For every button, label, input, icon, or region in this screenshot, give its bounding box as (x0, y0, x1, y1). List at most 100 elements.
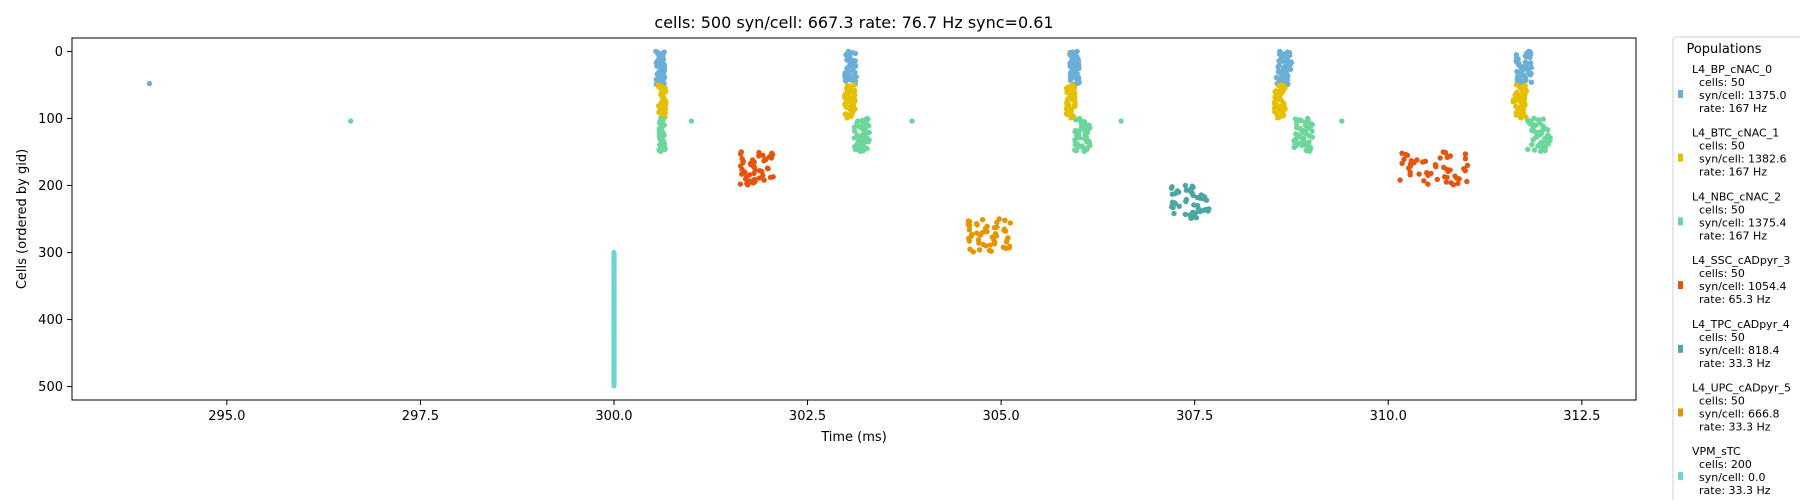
spike-point (1309, 128, 1315, 134)
spike-point (348, 118, 354, 124)
x-tick-label: 310.0 (1370, 409, 1407, 424)
y-axis: 0 100 200 300 400 500 (38, 45, 72, 395)
spike-point (737, 181, 744, 187)
spike-point (1525, 146, 1531, 152)
y-tick-label: 500 (38, 380, 63, 395)
spike-point (993, 233, 1000, 239)
spike-point (765, 166, 771, 172)
spike-point (1205, 208, 1211, 214)
spike-point (970, 249, 976, 255)
spike-point (1183, 198, 1189, 205)
legend-item-L4_NBC_cNAC_2: L4_NBC_cNAC_2 cells: 50 syn/cell: 1375.4… (1678, 190, 1787, 242)
legend-frame (1672, 36, 1800, 504)
spike-point (1176, 203, 1182, 209)
x-tick-label: 302.5 (789, 409, 826, 424)
legend-swatch (1678, 153, 1683, 162)
legend-swatch (1678, 408, 1683, 417)
spike-point (865, 139, 872, 145)
spike-point (991, 225, 998, 231)
spike-point (742, 176, 749, 182)
spike-point (1183, 187, 1190, 193)
spike-point (1531, 147, 1538, 153)
legend-swatch (1678, 281, 1683, 290)
spike-point (1419, 159, 1426, 165)
spike-point (1542, 147, 1549, 154)
x-tick-label: 307.5 (1176, 409, 1213, 424)
spike-point (745, 182, 751, 188)
spike-point (1529, 141, 1535, 148)
spike-point (1073, 117, 1079, 123)
legend-text-line: rate: 33.3 Hz (1692, 484, 1771, 497)
spike-point (146, 80, 153, 87)
spike-point (1171, 210, 1177, 217)
legend-swatch (1678, 472, 1683, 481)
plot-frame (71, 37, 1637, 401)
legend-text-line: VPM_sTC (1692, 445, 1741, 458)
spike-point (1416, 171, 1422, 177)
spike-point (1002, 228, 1009, 234)
spike-point (1003, 239, 1010, 245)
spike-point (1339, 118, 1345, 124)
spike-point (1275, 69, 1282, 75)
spike-point (1462, 151, 1469, 157)
x-tick-label: 295.0 (208, 409, 245, 424)
spike-point (1537, 148, 1544, 154)
y-tick-label: 100 (38, 112, 63, 127)
spike-point (1530, 137, 1536, 143)
spike-point (761, 158, 767, 164)
spike-point (1306, 148, 1313, 154)
y-tick-label: 0 (55, 45, 63, 60)
spike-point (1540, 116, 1547, 122)
spike-point (983, 243, 989, 249)
spike-marks (146, 48, 1553, 389)
spike-point (1512, 92, 1518, 98)
spike-point (750, 180, 757, 186)
spike-point (1456, 176, 1462, 182)
spike-point (1003, 245, 1009, 252)
x-tick-label: 297.5 (402, 409, 439, 424)
legend-text-line: rate: 167 Hz (1692, 166, 1767, 179)
spike-point (1190, 192, 1196, 199)
spike-point (1272, 88, 1278, 95)
legend-text-line: cells: 50 (1692, 395, 1745, 408)
spike-point (994, 219, 1000, 226)
spike-point (979, 217, 986, 223)
spike-point (966, 223, 973, 229)
spike-point (756, 175, 762, 181)
spike-point (751, 170, 757, 177)
y-tick-label: 400 (38, 313, 63, 328)
legend-swatch (1678, 344, 1683, 353)
spike-point (1513, 112, 1520, 118)
spike-point (984, 229, 990, 235)
legend-text-line: L4_TPC_cADpyr_4 (1692, 318, 1790, 331)
spike-point (851, 124, 858, 130)
legend-text-line: L4_BP_cNAC_0 (1692, 63, 1772, 76)
spike-point (1076, 135, 1083, 141)
legend: Populations L4_BP_cNAC_0 cells: 50 syn/ce… (1672, 36, 1800, 504)
spike-point (1527, 54, 1533, 61)
legend-text-line: cells: 50 (1692, 267, 1745, 280)
spike-point (1182, 182, 1189, 189)
spike-point (1072, 103, 1078, 110)
spike-point (1401, 156, 1407, 162)
series-L4_TPC_cADpyr_4 (1168, 182, 1212, 221)
spike-point (767, 174, 774, 181)
spike-point (1193, 215, 1200, 221)
legend-text-line: cells: 50 (1692, 140, 1745, 153)
x-tick-label: 312.5 (1563, 409, 1600, 424)
spike-point (976, 240, 982, 246)
series-L4_UPC_cADpyr_5 (965, 216, 1013, 255)
chart-title: cells: 500 syn/cell: 667.3 rate: 76.7 Hz… (654, 13, 1053, 32)
spike-point (987, 242, 993, 248)
legend-swatch (1678, 90, 1683, 98)
spike-point (1437, 155, 1443, 161)
spike-point (974, 222, 980, 228)
legend-text-line: syn/cell: 1054.4 (1692, 280, 1787, 293)
spike-point (1275, 64, 1281, 70)
spike-point (1510, 99, 1516, 105)
legend-text-line: L4_SSC_cADpyr_3 (1692, 254, 1790, 267)
spike-point (1464, 162, 1471, 169)
spike-point (1527, 60, 1534, 66)
spike-point (1518, 115, 1524, 121)
